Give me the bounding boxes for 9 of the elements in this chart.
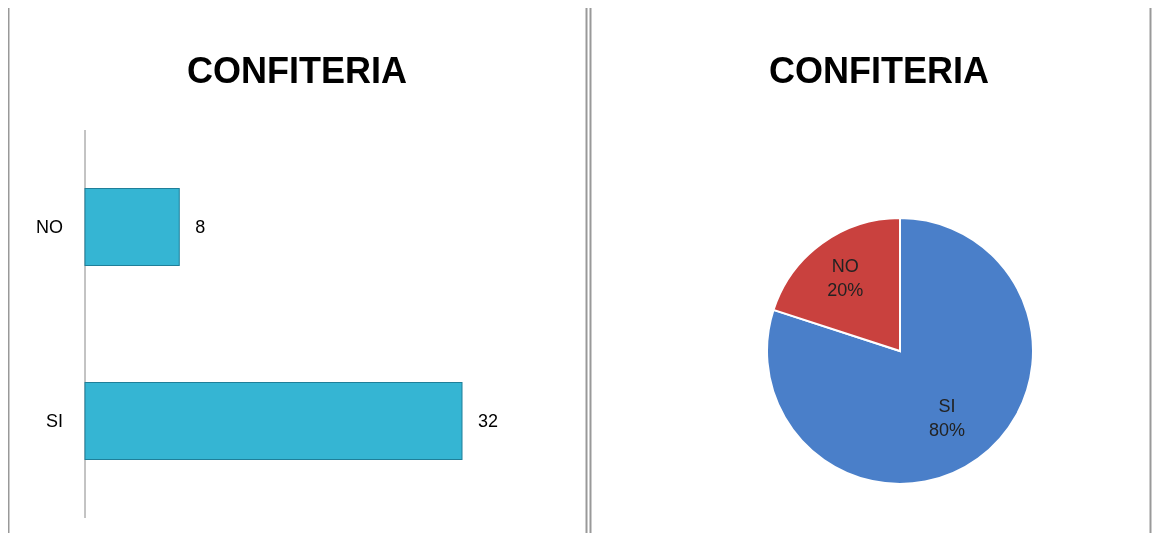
data-label: 8: [195, 217, 206, 237]
pie-slice: [766, 217, 1034, 485]
chart-title: CONFITERIA: [187, 50, 407, 91]
slice-label: NO: [831, 255, 859, 276]
chart-title: CONFITERIA: [769, 50, 989, 91]
data-label: 80%: [928, 419, 965, 440]
slice-label: SI: [938, 395, 956, 416]
data-label: 32: [478, 411, 499, 431]
data-label: 20%: [827, 279, 864, 300]
